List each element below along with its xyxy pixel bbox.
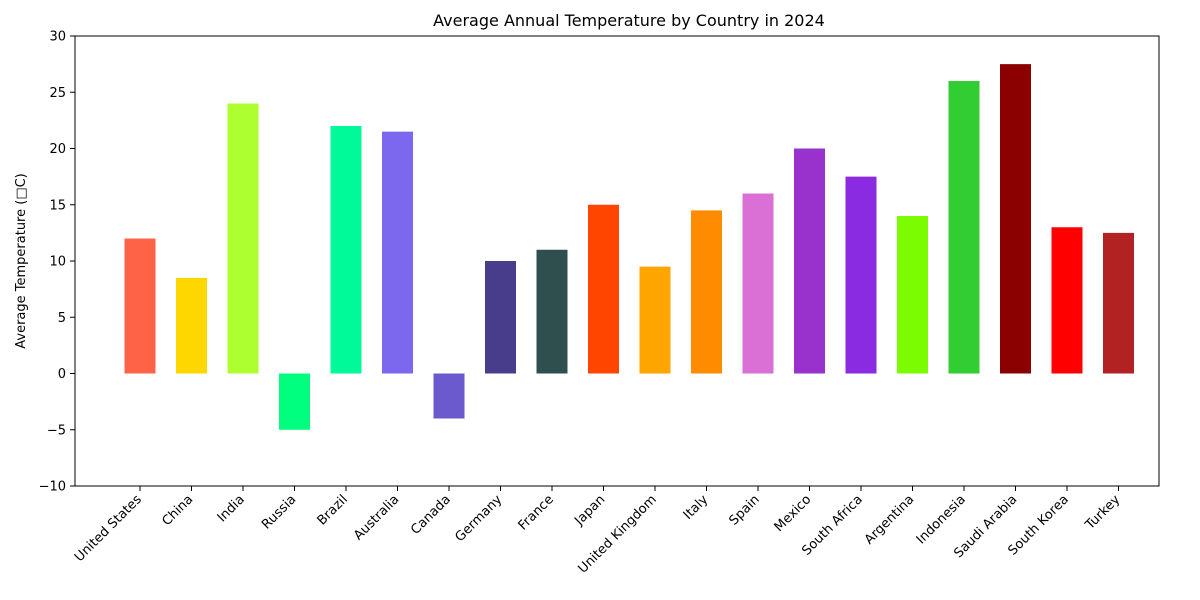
bar-indonesia bbox=[948, 81, 980, 374]
y-tick-label: 20 bbox=[49, 142, 66, 157]
bar-brazil bbox=[330, 126, 362, 374]
bar-mexico bbox=[794, 148, 825, 374]
bar-japan bbox=[588, 204, 619, 374]
bar-south-korea bbox=[1051, 227, 1083, 374]
bar-canada bbox=[433, 373, 465, 419]
bar-italy bbox=[691, 210, 722, 374]
y-axis-title: Average Temperature (□C) bbox=[14, 173, 29, 349]
y-tick-label: 25 bbox=[49, 86, 66, 101]
bar-united-kingdom bbox=[639, 266, 671, 374]
plot-frame bbox=[74, 35, 1160, 487]
bar-china bbox=[176, 277, 207, 374]
bar-south-africa bbox=[845, 176, 877, 374]
bar-india bbox=[227, 103, 259, 374]
y-axis: −10 −5 0 5 10 15 20 25 30 bbox=[39, 30, 75, 495]
bar-australia bbox=[382, 131, 413, 374]
bar-france bbox=[536, 249, 568, 374]
bars-layer bbox=[124, 64, 1134, 430]
chart-title: Average Annual Temperature by Country in… bbox=[433, 11, 825, 30]
bar-germany bbox=[485, 261, 516, 374]
y-tick-label: 10 bbox=[49, 255, 66, 270]
bar-saudi-arabia bbox=[1000, 64, 1031, 374]
bar-turkey bbox=[1103, 232, 1134, 374]
bar-argentina bbox=[897, 216, 928, 374]
y-tick-label: −5 bbox=[47, 423, 66, 438]
bar-spain bbox=[742, 193, 774, 374]
y-tick-label: −10 bbox=[39, 480, 66, 495]
bar-russia bbox=[279, 373, 310, 430]
y-tick-label: 15 bbox=[49, 198, 66, 213]
y-tick-label: 30 bbox=[49, 30, 66, 45]
y-tick-label: 5 bbox=[58, 311, 66, 326]
bar-united-states bbox=[124, 238, 156, 374]
y-tick-label: 0 bbox=[58, 367, 66, 382]
